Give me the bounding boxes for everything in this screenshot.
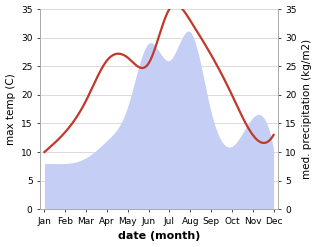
- Y-axis label: med. precipitation (kg/m2): med. precipitation (kg/m2): [302, 39, 313, 179]
- Y-axis label: max temp (C): max temp (C): [5, 73, 16, 145]
- X-axis label: date (month): date (month): [118, 231, 200, 242]
